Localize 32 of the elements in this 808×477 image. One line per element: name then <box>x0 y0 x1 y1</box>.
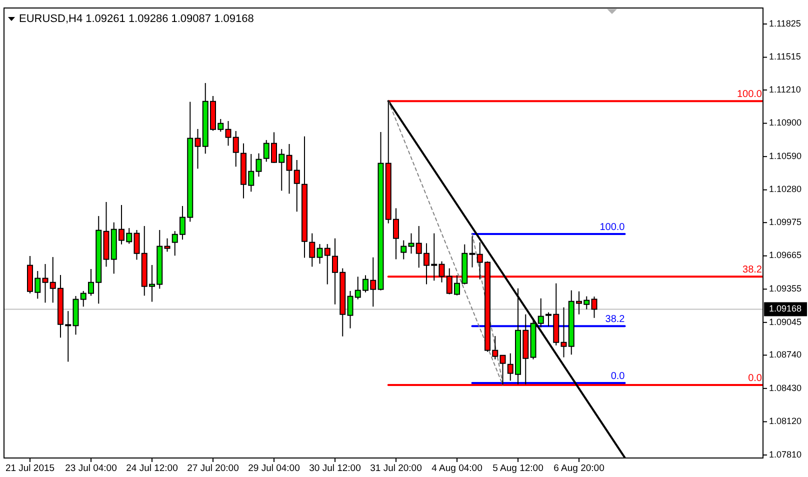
x-tick-label: 23 Jul 04:00 <box>65 463 117 474</box>
ref-line-label: 1.09168 <box>769 304 802 314</box>
y-tick-label: 1.09975 <box>769 216 802 227</box>
series-label: 100.0 <box>736 89 762 100</box>
y-tick-label: 1.10900 <box>769 118 802 128</box>
y-tick-label: 1.10280 <box>769 184 802 194</box>
series-label: 38.2 <box>605 314 626 326</box>
x-tick-label: 6 Aug 20:00 <box>554 463 604 474</box>
y-tick-label: 1.08120 <box>769 416 802 426</box>
y-tick-label: 1.09045 <box>769 316 802 327</box>
y-tick-label: 1.11825 <box>769 18 801 28</box>
x-tick-label: 27 Jul 20:00 <box>187 463 239 474</box>
y-tick-label: 1.09665 <box>769 250 802 260</box>
y-tick-label: 1.10590 <box>769 150 802 161</box>
series-label: 100.0 <box>600 222 626 233</box>
x-tick-label: 31 Jul 20:00 <box>370 463 422 474</box>
series-label: 0.0 <box>610 370 626 382</box>
series-label: 0.0 <box>748 373 762 384</box>
x-tick-label: 24 Jul 12:00 <box>126 463 178 474</box>
y-tick-label: 1.07810 <box>769 449 802 460</box>
y-tick-label: 1.09355 <box>769 284 802 294</box>
x-tick-label: 4 Aug 04:00 <box>432 463 482 474</box>
series-label: 38.2 <box>742 264 762 276</box>
x-tick-label: 29 Jul 04:00 <box>248 463 300 474</box>
x-tick-label: 5 Aug 12:00 <box>492 463 544 474</box>
chart-title: EURUSD,H4 1.09261 1.09286 1.09087 1.09168 <box>19 13 254 25</box>
x-tick-label: 21 Jul 2015 <box>5 463 55 474</box>
y-tick-label: 1.08430 <box>769 382 802 393</box>
x-tick-label: 30 Jul 12:00 <box>309 463 361 474</box>
y-tick-label: 1.11210 <box>769 84 801 94</box>
y-tick-label: 1.08740 <box>769 350 802 360</box>
y-tick-label: 1.11515 <box>769 52 801 62</box>
